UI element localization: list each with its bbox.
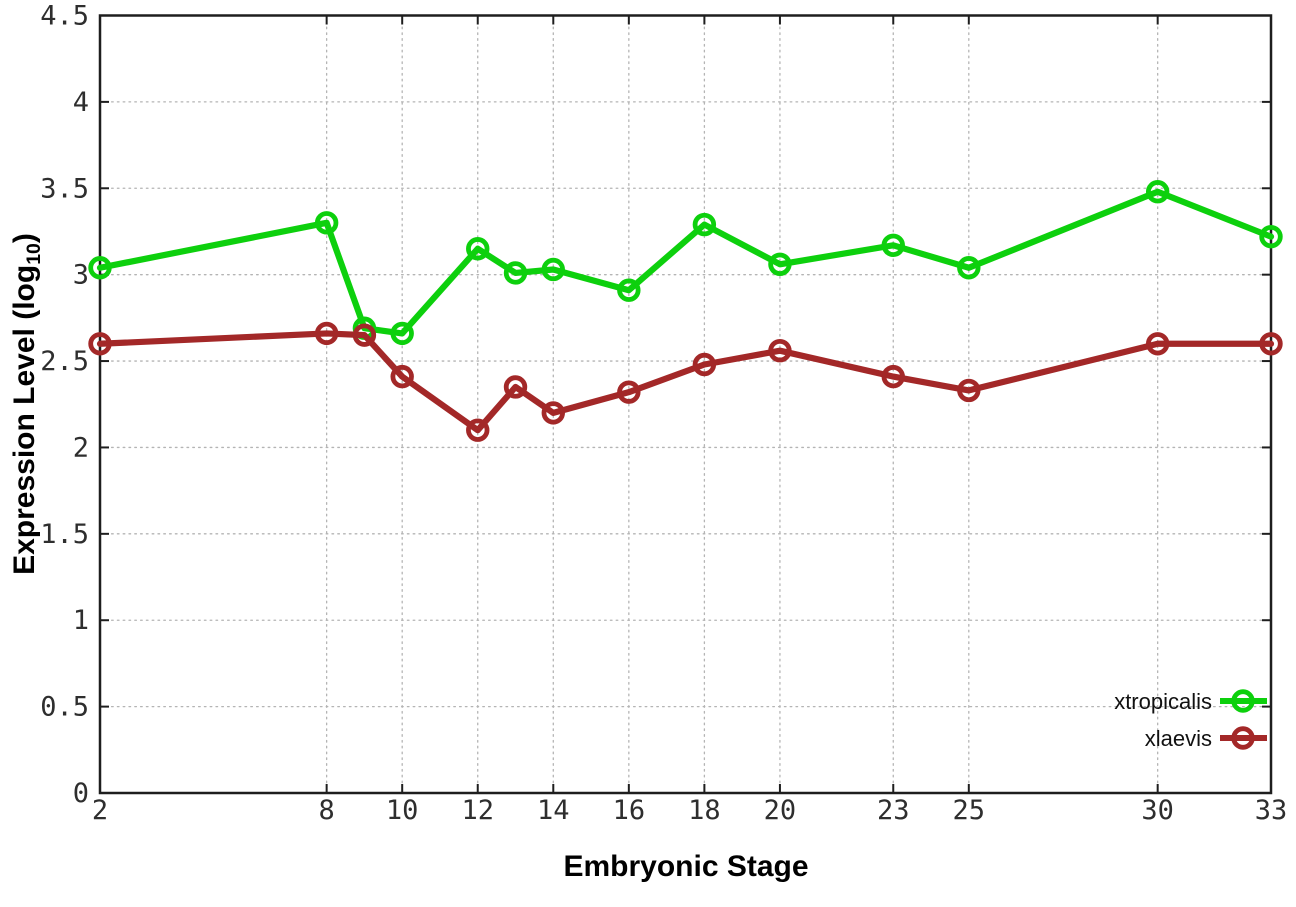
series-line-xlaevis bbox=[96, 330, 1275, 434]
data-point-xlaevis bbox=[503, 375, 528, 399]
data-point-xtropicalis bbox=[314, 211, 339, 235]
y-tick-label: 1 bbox=[73, 605, 89, 636]
x-tick-label: 33 bbox=[1255, 795, 1288, 826]
data-point-xlaevis bbox=[768, 338, 792, 363]
data-point-xtropicalis bbox=[957, 256, 981, 280]
legend-label-xtropicalis: xtropicalis bbox=[1114, 689, 1212, 714]
x-tick-label: 16 bbox=[613, 795, 646, 826]
data-point-xlaevis bbox=[466, 418, 490, 442]
data-point-xtropicalis bbox=[692, 212, 717, 237]
plot-border bbox=[98, 14, 1273, 795]
legend-marker-xtropicalis bbox=[1231, 689, 1255, 713]
y-tick-label: 4.5 bbox=[40, 1, 89, 32]
y-axis-title-subscript: 10 bbox=[22, 243, 45, 265]
data-point-xtropicalis bbox=[88, 256, 112, 280]
data-point-xlaevis bbox=[1259, 332, 1283, 356]
data-point-xtropicalis bbox=[503, 261, 528, 285]
y-tick-label: 4 bbox=[73, 87, 89, 118]
y-tick-label: 2 bbox=[73, 432, 89, 463]
legend-label-xlaevis: xlaevis bbox=[1145, 726, 1212, 751]
y-tick-label: 2.5 bbox=[40, 346, 89, 377]
x-tick-label: 18 bbox=[688, 795, 721, 826]
x-tick-label: 2 bbox=[92, 795, 108, 826]
y-tick-label: 0 bbox=[73, 778, 89, 809]
data-point-xlaevis bbox=[1145, 332, 1170, 356]
y-axis-title-suffix: ) bbox=[8, 233, 42, 244]
y-tick-label: 3 bbox=[73, 260, 89, 291]
data-point-xlaevis bbox=[617, 380, 641, 404]
y-axis-title: Expression Level (log10) bbox=[8, 233, 46, 575]
data-point-xtropicalis bbox=[466, 237, 490, 261]
x-tick-label: 8 bbox=[319, 795, 335, 826]
data-point-xtropicalis bbox=[768, 252, 792, 276]
data-point-xlaevis bbox=[541, 401, 565, 425]
data-point-xlaevis bbox=[692, 352, 717, 377]
y-axis-title-text: Expression Level (log bbox=[8, 264, 42, 575]
data-point-xlaevis bbox=[957, 378, 981, 403]
x-tick-label: 25 bbox=[953, 795, 986, 826]
x-tick-label: 23 bbox=[877, 795, 910, 826]
series-line-xtropicalis bbox=[96, 188, 1275, 337]
data-point-xlaevis bbox=[352, 323, 377, 347]
y-tick-label: 1.5 bbox=[40, 519, 89, 550]
data-point-xlaevis bbox=[314, 321, 339, 346]
x-tick-label: 30 bbox=[1141, 795, 1174, 826]
legend-marker-xlaevis bbox=[1231, 726, 1255, 750]
y-tick-label: 0.5 bbox=[40, 692, 89, 723]
x-tick-label: 12 bbox=[461, 795, 494, 826]
data-point-xtropicalis bbox=[881, 233, 905, 257]
data-point-xtropicalis bbox=[617, 278, 641, 302]
data-point-xlaevis bbox=[390, 364, 414, 389]
data-point-xtropicalis bbox=[541, 257, 565, 282]
x-tick-label: 20 bbox=[764, 795, 797, 826]
x-tick-label: 10 bbox=[386, 795, 419, 826]
data-point-xtropicalis bbox=[390, 321, 414, 346]
data-point-xlaevis bbox=[881, 364, 905, 389]
data-point-xtropicalis bbox=[1259, 224, 1283, 249]
y-tick-label: 3.5 bbox=[40, 173, 89, 204]
x-axis-title: Embryonic Stage bbox=[563, 850, 809, 883]
x-tick-label: 14 bbox=[537, 795, 570, 826]
data-point-xlaevis bbox=[88, 332, 112, 356]
data-point-xtropicalis bbox=[1145, 180, 1170, 204]
